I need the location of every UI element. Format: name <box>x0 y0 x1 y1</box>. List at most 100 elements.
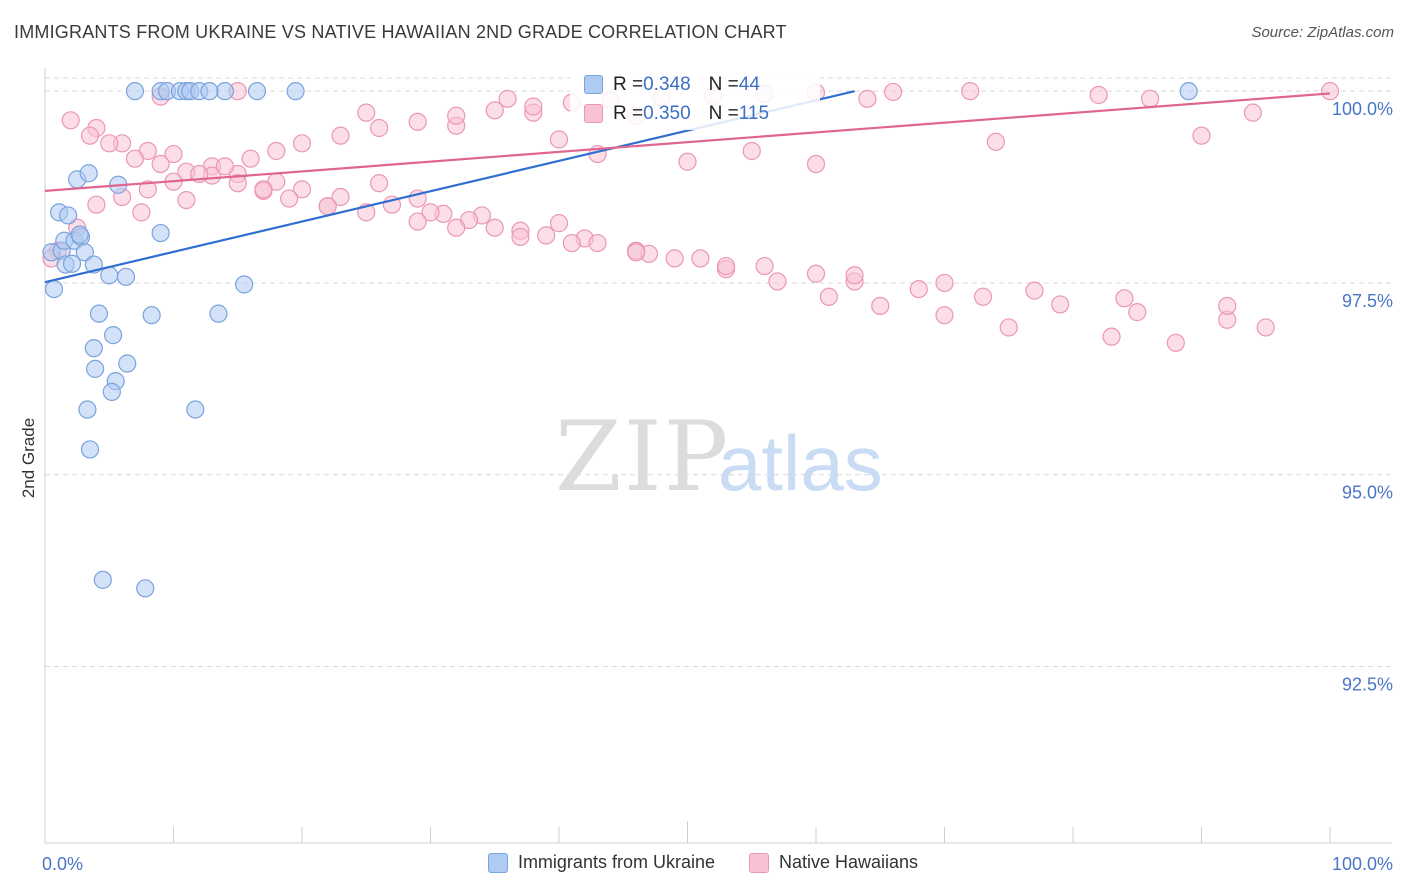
ukraine-point <box>78 400 97 419</box>
stats-r-label-blue: R = <box>613 73 644 95</box>
stats-swatch-blue <box>584 75 603 94</box>
ukraine-point <box>200 82 219 101</box>
hawaiian-point <box>871 296 890 316</box>
hawaiian-point <box>228 174 247 193</box>
hawaiian-point <box>1102 327 1121 346</box>
hawaiian-point <box>1218 296 1237 316</box>
hawaiian-point <box>562 233 581 253</box>
hawaiian-point <box>858 89 877 108</box>
hawaiian-point <box>331 126 350 145</box>
hawaiian-point <box>819 287 838 306</box>
legend-item-ukraine[interactable]: Immigrants from Ukraine <box>487 852 715 873</box>
hawaiian-point <box>537 226 556 245</box>
watermark-atlas: atlas <box>718 419 883 507</box>
ukraine-point <box>235 275 254 294</box>
legend-label-hawaiians: Native Hawaiians <box>778 852 919 872</box>
hawaiian-point <box>755 256 774 276</box>
hawaiian-point <box>1320 82 1340 101</box>
ukraine-point <box>1179 82 1198 101</box>
ukraine-point <box>116 267 136 286</box>
hawaiian-point <box>806 264 826 283</box>
source-credit: Source: ZipAtlas.com <box>1251 24 1394 41</box>
stats-row-pink: R = 0.350 N = 115 <box>570 99 820 128</box>
x-tick-label-max: 100.0% <box>1332 854 1393 874</box>
hawaiian-point <box>292 180 312 199</box>
hawaiian-point <box>845 266 864 285</box>
hawaiian-point <box>125 149 145 168</box>
ukraine-point <box>89 304 109 323</box>
legend-item-hawaiians[interactable]: Native Hawaiians <box>748 852 919 873</box>
hawaiian-point <box>626 243 646 262</box>
hawaiian-point <box>370 174 389 193</box>
ukraine-point <box>104 326 123 345</box>
hawaiian-point <box>1140 89 1160 108</box>
ukraine-point <box>79 164 98 183</box>
hawaiian-point <box>1256 318 1275 337</box>
y-tick-label: 100.0% <box>1332 99 1393 119</box>
hawaiian-point <box>935 306 954 325</box>
legend-swatch-blue <box>487 852 508 873</box>
hawaiian-point <box>357 103 376 122</box>
hawaiian-point <box>1025 281 1044 300</box>
hawaiian-point <box>87 195 106 214</box>
ukraine-point <box>209 304 228 323</box>
trend-line-hawaiians <box>44 92 1331 192</box>
hawaiian-point <box>447 218 466 237</box>
chart-legend: Immigrants from Ukraine Native Hawaiians <box>0 852 1406 873</box>
ukraine-point <box>102 382 121 401</box>
series-immigrants-from-ukraine <box>42 82 1198 598</box>
hawaiian-point <box>588 233 607 253</box>
stats-n-label-blue: N = <box>708 73 739 95</box>
hawaiian-point <box>935 273 954 293</box>
ukraine-point <box>151 223 170 243</box>
hawaiian-point <box>408 112 427 131</box>
hawaiian-point <box>678 152 697 171</box>
hawaiian-point <box>447 106 466 125</box>
hawaiian-point <box>318 197 337 216</box>
hawaiian-point <box>1115 289 1134 308</box>
chart-title: IMMIGRANTS FROM UKRAINE VS NATIVE HAWAII… <box>14 22 787 42</box>
y-tick-label: 92.5% <box>1342 675 1393 695</box>
ukraine-point <box>93 570 112 589</box>
hawaiian-point <box>742 141 761 161</box>
hawaiian-point <box>61 111 80 130</box>
stats-n-label-pink: N = <box>708 102 739 124</box>
hawaiian-point <box>138 180 157 199</box>
hawaiian-point <box>292 134 312 153</box>
hawaiian-point <box>511 227 530 247</box>
hawaiian-point <box>1166 333 1185 352</box>
ukraine-point <box>247 82 267 101</box>
stats-swatch-pink <box>584 104 603 123</box>
hawaiian-point <box>485 218 504 237</box>
hawaiian-point <box>331 187 350 207</box>
ukraine-point <box>215 82 234 101</box>
ukraine-point <box>62 254 82 273</box>
ukraine-point <box>80 440 100 459</box>
stats-r-label-pink: R = <box>613 102 644 124</box>
hawaiian-point <box>421 203 440 222</box>
hawaiian-point <box>549 130 569 149</box>
ukraine-point <box>136 579 155 598</box>
hawaiian-point <box>280 189 299 208</box>
hawaiian-point <box>806 154 826 174</box>
axis-layer: 100.0% 97.5% 95.0% 92.5% 0.0% 100.0% <box>42 68 1393 874</box>
series-native-hawaiians <box>42 82 1340 352</box>
hawaiian-point <box>408 212 427 231</box>
ukraine-point <box>84 339 103 358</box>
ukraine-point <box>142 306 161 325</box>
stats-legend: R = 0.348 N = 44 R = 0.350 N = 115 <box>570 70 820 130</box>
ukraine-point <box>44 279 64 299</box>
x-tick-label-min: 0.0% <box>42 854 83 874</box>
hawaiian-point <box>241 149 260 168</box>
hawaiian-point <box>177 190 196 210</box>
hawaiian-point <box>973 287 993 306</box>
hawaiian-point <box>716 256 736 276</box>
ukraine-point <box>86 359 105 378</box>
hawaiian-point <box>999 318 1018 337</box>
stats-r-value-pink: 0.350 <box>643 102 691 124</box>
hawaiian-point <box>883 82 903 102</box>
hawaiian-point <box>485 101 504 120</box>
watermark-zip: ZIP <box>555 401 730 513</box>
ukraine-point <box>125 82 145 101</box>
